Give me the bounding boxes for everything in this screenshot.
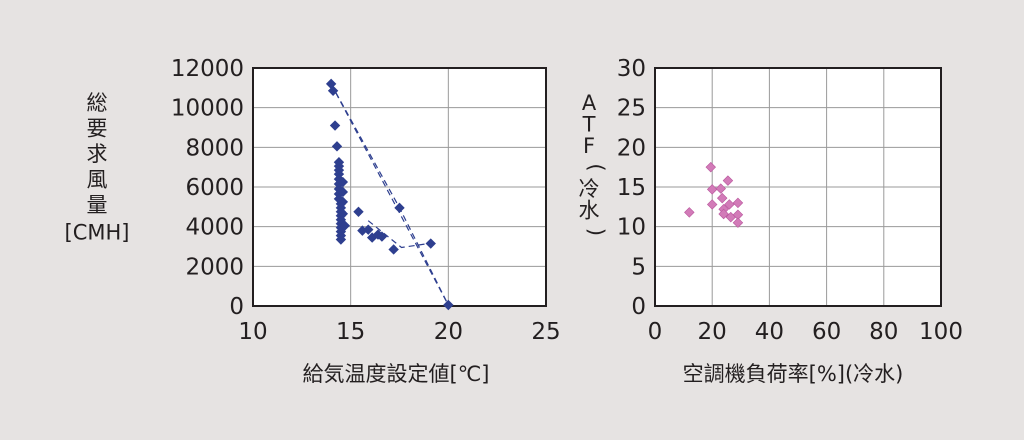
y-axis-label-char: F bbox=[583, 134, 595, 158]
y-tick-label: 10 bbox=[617, 215, 646, 241]
y-axis-label-char: 総 bbox=[87, 91, 108, 115]
y-axis-label-char: T bbox=[582, 113, 596, 137]
y-tick-label: 5 bbox=[631, 254, 646, 280]
y-tick-label: 12000 bbox=[171, 56, 244, 82]
chart2-y-tick-labels: 0 5 10 15 20 25 30 bbox=[617, 56, 646, 320]
chart2-y-axis-label: ATF ( 冷水) bbox=[579, 91, 609, 236]
x-tick-label: 10 bbox=[238, 319, 267, 345]
x-tick-label: 40 bbox=[755, 319, 784, 345]
y-axis-label-char: [CMH] bbox=[65, 221, 130, 245]
y-tick-label: 2000 bbox=[185, 254, 244, 280]
x-tick-label: 60 bbox=[812, 319, 841, 345]
y-tick-label: 20 bbox=[617, 135, 646, 161]
y-tick-label: 30 bbox=[617, 56, 646, 82]
chart1-x-axis-label: 給気温度設定値[℃] bbox=[303, 362, 490, 386]
y-tick-label: 8000 bbox=[185, 135, 244, 161]
x-tick-label: 20 bbox=[434, 319, 463, 345]
y-axis-label-char: 要 bbox=[87, 117, 108, 141]
y-tick-label: 10000 bbox=[171, 96, 244, 122]
y-axis-label-char: A bbox=[582, 91, 597, 115]
y-axis-label-char: 水 bbox=[579, 199, 600, 223]
y-tick-label: 4000 bbox=[185, 215, 244, 241]
y-tick-label: 0 bbox=[229, 294, 244, 320]
x-tick-label: 20 bbox=[698, 319, 727, 345]
chart1-x-tick-labels: 10 15 20 25 bbox=[238, 319, 560, 345]
y-tick-label: 0 bbox=[631, 294, 646, 320]
chart-atf-chilled-water: 0 5 10 15 20 25 30 0 20 40 60 80 100 ATF ( 冷水) 空調機負荷率… bbox=[579, 56, 963, 386]
chart1-plot-area bbox=[253, 68, 546, 306]
chart2-x-tick-labels: 0 20 40 60 80 100 bbox=[648, 319, 963, 345]
y-axis-label-char: 風 bbox=[87, 168, 108, 192]
y-tick-label: 6000 bbox=[185, 175, 244, 201]
x-tick-label: 0 bbox=[648, 319, 663, 345]
chart-supply-air-flow: 0 2000 4000 6000 8000 10000 12000 10 15 20 25 総要求… bbox=[65, 56, 561, 386]
x-tick-label: 80 bbox=[869, 319, 898, 345]
y-axis-label-char: 求 bbox=[87, 142, 108, 166]
y-tick-label: 15 bbox=[617, 175, 646, 201]
y-axis-label-char: 量 bbox=[87, 193, 108, 217]
y-tick-label: 25 bbox=[617, 96, 646, 122]
y-axis-label-char: 冷 bbox=[579, 177, 600, 201]
x-tick-label: 25 bbox=[531, 319, 560, 345]
x-tick-label: 100 bbox=[919, 319, 963, 345]
chart2-plot-area bbox=[655, 68, 941, 306]
y-axis-label-char: ( bbox=[584, 163, 608, 171]
chart1-y-tick-labels: 0 2000 4000 6000 8000 10000 12000 bbox=[171, 56, 244, 320]
x-tick-label: 15 bbox=[336, 319, 365, 345]
y-axis-label-char: ) bbox=[584, 228, 608, 236]
chart2-x-axis-label: 空調機負荷率[%](冷水) bbox=[683, 362, 904, 386]
